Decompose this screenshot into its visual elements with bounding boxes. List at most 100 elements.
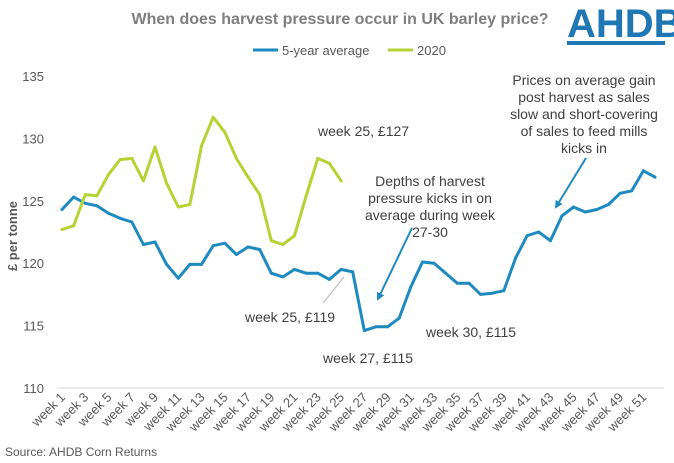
data-point-2020 xyxy=(246,175,250,179)
data-point-2020 xyxy=(293,234,296,238)
data-point-5-year-average xyxy=(234,253,238,256)
y-axis-label: £ per tonne xyxy=(5,201,20,271)
data-point-5-year-average xyxy=(107,211,110,215)
data-point-2020 xyxy=(269,239,273,243)
annotation-week30-115: week 30, £115 xyxy=(425,324,516,340)
data-point-5-year-average xyxy=(246,245,250,249)
data-point-5-year-average xyxy=(188,262,192,266)
source-note: Source: AHDB Corn Returns xyxy=(5,445,157,459)
y-tick-label: 120 xyxy=(22,256,44,271)
data-point-5-year-average xyxy=(83,201,87,205)
data-point-5-year-average xyxy=(374,325,378,329)
data-point-5-year-average xyxy=(572,205,576,209)
data-point-2020 xyxy=(118,158,122,162)
y-tick-label: 135 xyxy=(22,69,44,84)
annotation-arrows xyxy=(322,157,587,304)
data-point-5-year-average xyxy=(316,271,320,275)
legend: 5-year average 2020 xyxy=(253,43,446,58)
data-point-2020 xyxy=(107,173,110,177)
y-tick-label: 110 xyxy=(23,381,44,396)
data-point-5-year-average xyxy=(339,267,343,271)
data-point-5-year-average xyxy=(618,191,622,195)
data-point-5-year-average xyxy=(304,271,308,275)
data-point-5-year-average xyxy=(444,271,448,275)
data-point-5-year-average xyxy=(351,270,355,274)
data-point-5-year-average xyxy=(421,260,424,264)
data-point-2020 xyxy=(304,194,308,198)
annotation-gain-line-5: kicks in xyxy=(561,140,607,156)
data-point-5-year-average xyxy=(537,230,541,234)
series-line-5-year-average xyxy=(60,169,657,333)
annotations: week 25, £127 week 25, £119 Depths of ha… xyxy=(244,72,658,366)
data-point-5-year-average xyxy=(293,267,296,271)
data-point-5-year-average xyxy=(118,216,122,220)
data-point-5-year-average xyxy=(362,329,366,333)
data-point-5-year-average xyxy=(141,243,145,246)
logo-text: AHDB xyxy=(567,2,674,46)
y-tick-label: 115 xyxy=(23,319,44,334)
data-point-5-year-average xyxy=(95,204,99,208)
data-point-2020 xyxy=(211,115,215,119)
data-point-5-year-average xyxy=(630,189,634,193)
data-point-5-year-average xyxy=(525,234,529,238)
data-point-5-year-average xyxy=(432,261,436,265)
data-point-5-year-average xyxy=(490,291,494,295)
data-point-2020 xyxy=(165,181,169,185)
data-point-5-year-average xyxy=(60,208,64,211)
data-point-5-year-average xyxy=(130,220,134,224)
annotation-week25-127: week 25, £127 xyxy=(317,123,409,139)
data-point-2020 xyxy=(281,243,285,246)
data-point-5-year-average xyxy=(211,244,215,248)
data-point-2020 xyxy=(83,193,87,197)
annotation-gain-line-3: slow and short-covering xyxy=(510,106,658,122)
annotation-gain-line-2: post harvest as sales xyxy=(518,89,650,105)
data-point-5-year-average xyxy=(72,195,76,199)
data-point-5-year-average xyxy=(653,175,657,179)
data-point-5-year-average xyxy=(327,277,331,281)
chart-title: When does harvest pressure occur in UK b… xyxy=(131,11,548,28)
data-point-5-year-average xyxy=(560,214,564,218)
arrow-depths-harvest xyxy=(376,227,413,301)
data-point-5-year-average xyxy=(269,271,273,275)
data-point-5-year-average xyxy=(153,240,157,244)
data-point-5-year-average xyxy=(641,169,645,173)
legend-label-5-year-average: 5-year average xyxy=(282,43,369,58)
legend-label-2020: 2020 xyxy=(417,43,446,58)
series-line-2020 xyxy=(60,115,343,246)
data-point-2020 xyxy=(327,161,331,165)
data-point-2020 xyxy=(60,228,64,231)
data-point-5-year-average xyxy=(386,325,390,329)
data-point-2020 xyxy=(223,130,227,134)
y-tick-label: 125 xyxy=(22,194,44,209)
data-point-2020 xyxy=(234,156,238,160)
data-point-5-year-average xyxy=(595,208,599,211)
y-tick-label: 130 xyxy=(22,131,44,146)
data-point-2020 xyxy=(153,145,157,149)
data-point-2020 xyxy=(130,156,134,160)
arrow-gain-post-harvest xyxy=(554,157,587,209)
data-point-5-year-average xyxy=(479,292,483,296)
data-point-2020 xyxy=(316,156,320,160)
data-point-2020 xyxy=(200,144,203,148)
arrow-week25-119 xyxy=(322,276,345,304)
data-point-5-year-average xyxy=(467,281,471,285)
data-point-5-year-average xyxy=(281,275,285,279)
data-point-5-year-average xyxy=(548,239,552,243)
data-point-2020 xyxy=(258,193,262,197)
data-point-2020 xyxy=(339,179,343,183)
data-point-5-year-average xyxy=(176,276,180,280)
annotation-week27-115: week 27, £115 xyxy=(322,350,413,366)
logo-underline xyxy=(567,41,665,45)
data-point-5-year-average xyxy=(607,203,610,206)
annotation-week25-119: week 25, £119 xyxy=(244,309,335,325)
annotation-depths-line-3: average during week xyxy=(365,207,496,223)
data-point-2020 xyxy=(95,194,99,198)
logo: AHDB xyxy=(567,2,674,46)
data-point-5-year-average xyxy=(502,289,506,293)
data-point-5-year-average xyxy=(200,262,203,266)
annotation-depths-line-2: pressure kicks in on xyxy=(368,190,492,206)
data-point-2020 xyxy=(176,205,180,209)
data-point-5-year-average xyxy=(258,248,262,251)
